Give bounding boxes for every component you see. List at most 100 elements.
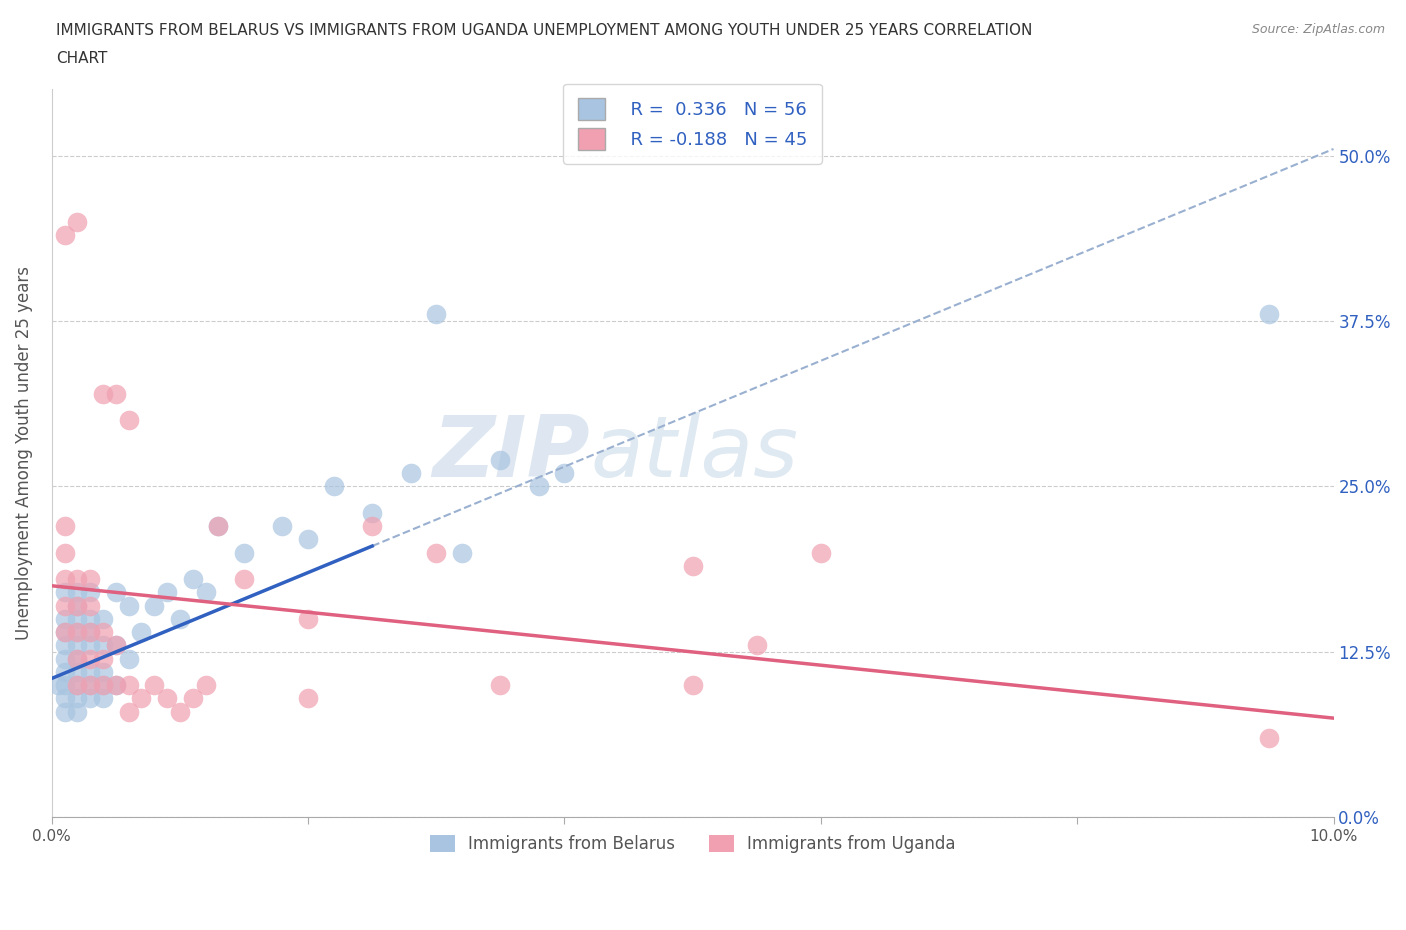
Point xyxy=(91,691,114,706)
Point xyxy=(297,532,319,547)
Point xyxy=(66,598,89,613)
Point xyxy=(91,664,114,679)
Point xyxy=(53,228,76,243)
Text: Source: ZipAtlas.com: Source: ZipAtlas.com xyxy=(1251,23,1385,36)
Text: IMMIGRANTS FROM BELARUS VS IMMIGRANTS FROM UGANDA UNEMPLOYMENT AMONG YOUTH UNDER: IMMIGRANTS FROM BELARUS VS IMMIGRANTS FR… xyxy=(56,23,1032,38)
Point xyxy=(91,386,114,401)
Point xyxy=(66,691,89,706)
Point xyxy=(118,678,141,693)
Point xyxy=(66,704,89,719)
Point xyxy=(79,585,101,600)
Point xyxy=(91,611,114,626)
Point xyxy=(233,572,256,587)
Point xyxy=(399,466,422,481)
Point xyxy=(131,691,153,706)
Point xyxy=(66,678,89,693)
Point xyxy=(91,625,114,640)
Point xyxy=(66,625,89,640)
Point xyxy=(104,386,127,401)
Point xyxy=(361,519,384,534)
Point xyxy=(233,545,256,560)
Point xyxy=(118,413,141,428)
Point xyxy=(91,678,114,693)
Point xyxy=(104,638,127,653)
Point xyxy=(53,585,76,600)
Point xyxy=(66,598,89,613)
Point xyxy=(53,545,76,560)
Point xyxy=(271,519,294,534)
Point xyxy=(53,572,76,587)
Point xyxy=(104,638,127,653)
Point xyxy=(181,691,204,706)
Point xyxy=(745,638,768,653)
Point xyxy=(489,678,512,693)
Point xyxy=(53,704,76,719)
Point xyxy=(810,545,832,560)
Point xyxy=(53,598,76,613)
Text: atlas: atlas xyxy=(591,412,799,495)
Point xyxy=(194,678,217,693)
Point xyxy=(91,678,114,693)
Point xyxy=(207,519,229,534)
Point xyxy=(66,585,89,600)
Point xyxy=(91,651,114,666)
Point xyxy=(79,572,101,587)
Point xyxy=(1258,731,1281,746)
Point xyxy=(194,585,217,600)
Point xyxy=(297,691,319,706)
Point xyxy=(79,625,101,640)
Point xyxy=(53,691,76,706)
Point xyxy=(682,678,704,693)
Point xyxy=(553,466,575,481)
Point xyxy=(53,664,76,679)
Point xyxy=(104,678,127,693)
Text: ZIP: ZIP xyxy=(433,412,591,495)
Point xyxy=(66,638,89,653)
Point xyxy=(1258,307,1281,322)
Point xyxy=(104,678,127,693)
Point xyxy=(118,651,141,666)
Point xyxy=(207,519,229,534)
Point xyxy=(66,664,89,679)
Point xyxy=(66,611,89,626)
Point xyxy=(53,519,76,534)
Point xyxy=(181,572,204,587)
Legend: Immigrants from Belarus, Immigrants from Uganda: Immigrants from Belarus, Immigrants from… xyxy=(423,829,962,860)
Point xyxy=(53,678,76,693)
Point xyxy=(682,559,704,574)
Point xyxy=(53,638,76,653)
Point xyxy=(79,664,101,679)
Point xyxy=(527,479,550,494)
Point xyxy=(46,678,69,693)
Point xyxy=(297,611,319,626)
Text: CHART: CHART xyxy=(56,51,108,66)
Point xyxy=(156,691,179,706)
Point xyxy=(66,625,89,640)
Point xyxy=(53,651,76,666)
Point xyxy=(489,453,512,468)
Point xyxy=(79,638,101,653)
Point xyxy=(79,598,101,613)
Point xyxy=(425,545,447,560)
Point xyxy=(131,625,153,640)
Point xyxy=(118,704,141,719)
Point xyxy=(79,678,101,693)
Y-axis label: Unemployment Among Youth under 25 years: Unemployment Among Youth under 25 years xyxy=(15,266,32,641)
Point xyxy=(79,678,101,693)
Point xyxy=(53,625,76,640)
Point xyxy=(156,585,179,600)
Point xyxy=(143,678,166,693)
Point xyxy=(118,598,141,613)
Point xyxy=(53,611,76,626)
Point xyxy=(66,651,89,666)
Point xyxy=(79,625,101,640)
Point xyxy=(143,598,166,613)
Point xyxy=(361,506,384,521)
Point xyxy=(425,307,447,322)
Point xyxy=(53,625,76,640)
Point xyxy=(79,651,101,666)
Point xyxy=(322,479,344,494)
Point xyxy=(79,691,101,706)
Point xyxy=(66,678,89,693)
Point xyxy=(66,572,89,587)
